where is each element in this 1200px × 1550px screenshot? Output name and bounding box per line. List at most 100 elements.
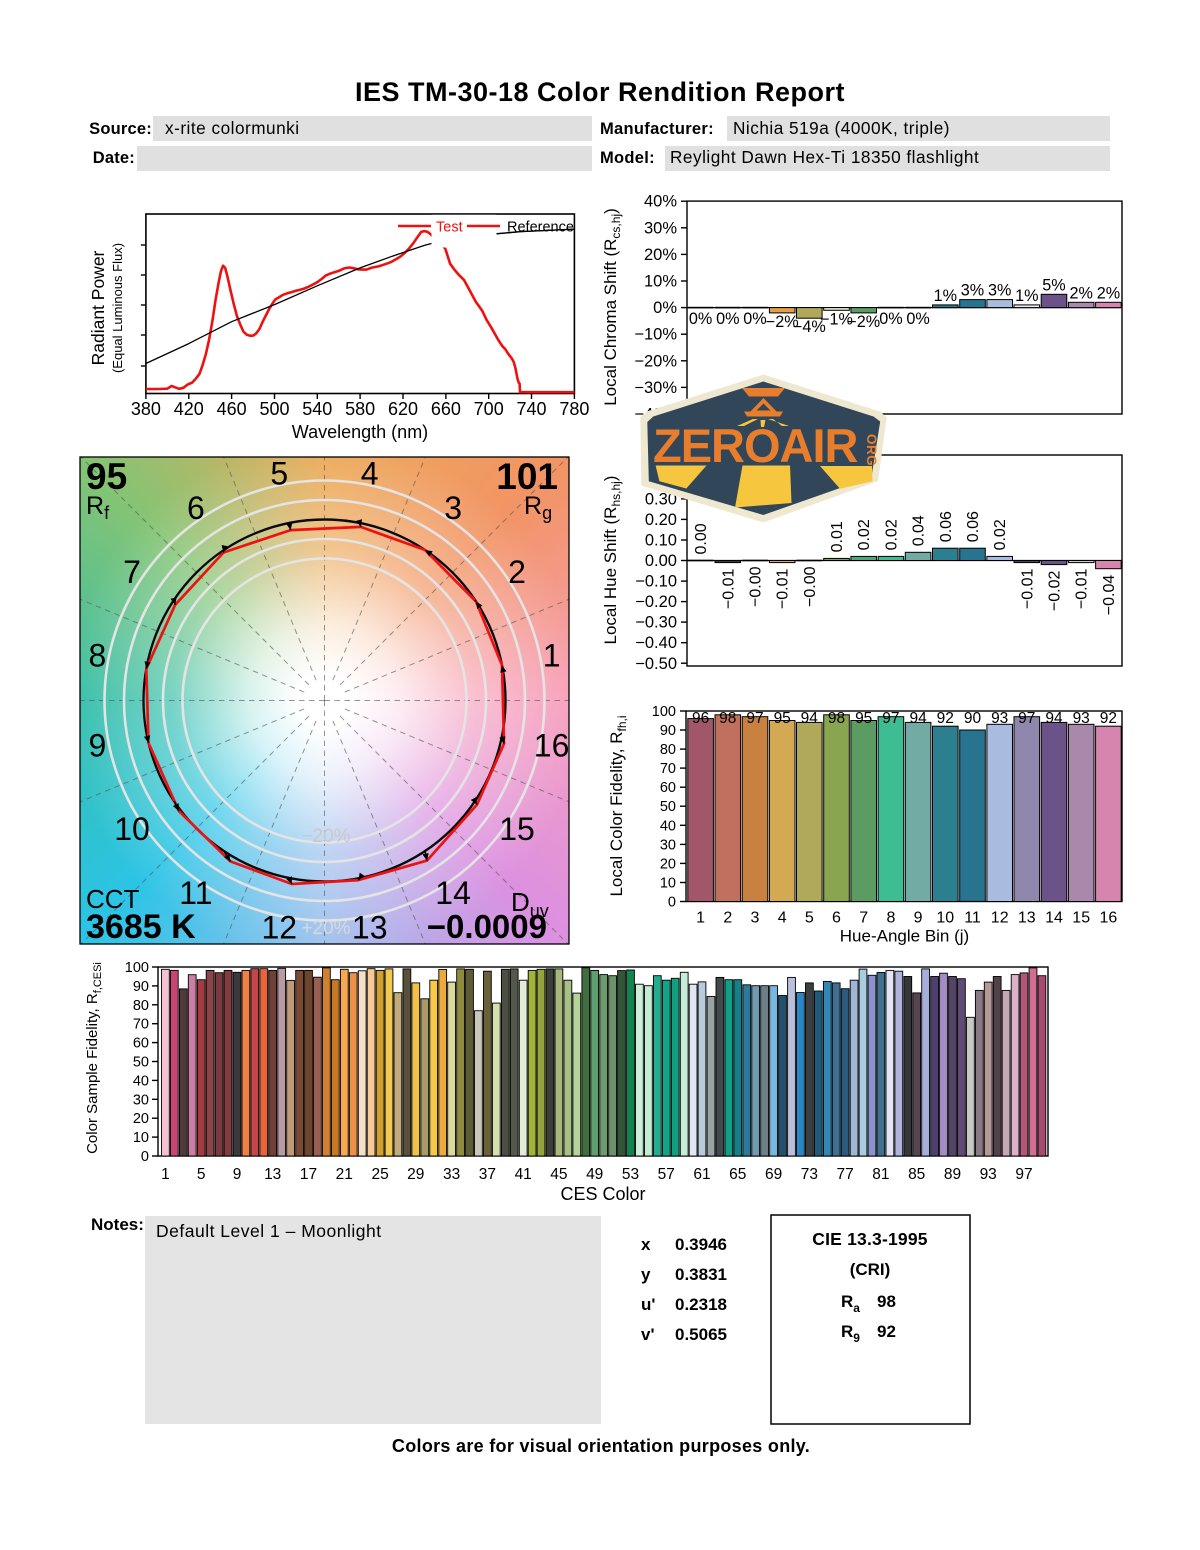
svg-text:540: 540 — [302, 399, 332, 419]
svg-text:Radiant Power: Radiant Power — [88, 250, 108, 365]
svg-text:−0.00: −0.00 — [748, 566, 765, 607]
svg-text:92: 92 — [1100, 710, 1117, 727]
svg-text:9: 9 — [89, 728, 107, 764]
svg-text:93: 93 — [991, 710, 1008, 727]
svg-text:3%: 3% — [961, 282, 984, 300]
svg-text:0.02: 0.02 — [883, 519, 900, 550]
svg-text:30: 30 — [660, 837, 676, 853]
svg-text:20: 20 — [660, 856, 676, 872]
svg-text:0.30: 0.30 — [645, 490, 677, 508]
svg-text:0.00: 0.00 — [645, 552, 677, 570]
svg-text:69: 69 — [765, 1166, 782, 1183]
svg-text:700: 700 — [474, 399, 504, 419]
svg-text:10: 10 — [114, 811, 150, 847]
svg-text:Reference: Reference — [507, 220, 574, 236]
svg-text:9: 9 — [233, 1166, 242, 1183]
svg-text:13: 13 — [264, 1166, 281, 1183]
svg-text:15: 15 — [1072, 910, 1090, 927]
svg-text:Source:: Source: — [89, 120, 152, 138]
svg-text:6: 6 — [187, 490, 205, 526]
svg-text:50: 50 — [660, 799, 676, 815]
svg-text:0%: 0% — [906, 310, 929, 328]
svg-text:93: 93 — [1073, 710, 1090, 727]
svg-text:+20%: +20% — [301, 918, 350, 939]
svg-text:61: 61 — [693, 1166, 710, 1183]
svg-text:20%: 20% — [644, 246, 677, 264]
svg-text:98: 98 — [828, 710, 845, 727]
svg-text:1%: 1% — [934, 287, 957, 305]
svg-text:CCT: CCT — [86, 884, 140, 914]
svg-text:2%: 2% — [1069, 284, 1092, 302]
svg-text:Wavelength (nm): Wavelength (nm) — [292, 422, 428, 442]
svg-text:40: 40 — [133, 1073, 149, 1089]
svg-text:3: 3 — [444, 490, 462, 526]
svg-text:100: 100 — [652, 704, 676, 720]
svg-text:x: x — [641, 1235, 651, 1254]
svg-text:97: 97 — [1018, 710, 1035, 727]
svg-text:97: 97 — [746, 710, 763, 727]
svg-text:53: 53 — [622, 1166, 639, 1183]
svg-text:460: 460 — [217, 399, 247, 419]
svg-text:0.00: 0.00 — [693, 523, 710, 554]
svg-text:89: 89 — [944, 1166, 961, 1183]
svg-text:73: 73 — [801, 1166, 818, 1183]
svg-text:95: 95 — [774, 710, 791, 727]
svg-text:15: 15 — [499, 811, 535, 847]
svg-text:41: 41 — [515, 1166, 532, 1183]
svg-text:45: 45 — [550, 1166, 567, 1183]
svg-text:580: 580 — [345, 399, 375, 419]
svg-text:5: 5 — [197, 1166, 206, 1183]
svg-text:5: 5 — [270, 455, 288, 491]
svg-text:30: 30 — [133, 1092, 149, 1108]
svg-text:0%: 0% — [716, 310, 739, 328]
svg-text:0.5065: 0.5065 — [675, 1325, 727, 1344]
svg-text:29: 29 — [407, 1166, 424, 1183]
svg-text:−0.00: −0.00 — [802, 566, 819, 607]
svg-text:13: 13 — [1018, 910, 1036, 927]
svg-text:80: 80 — [660, 742, 676, 758]
svg-text:0.06: 0.06 — [965, 511, 982, 542]
svg-text:94: 94 — [801, 710, 819, 727]
svg-text:x-rite colormunki: x-rite colormunki — [165, 118, 300, 138]
svg-text:0.04: 0.04 — [911, 515, 928, 546]
svg-text:49: 49 — [586, 1166, 603, 1183]
svg-text:10: 10 — [133, 1130, 149, 1146]
svg-text:−0.40: −0.40 — [635, 634, 677, 652]
svg-text:0.2318: 0.2318 — [675, 1295, 727, 1314]
svg-text:94: 94 — [909, 710, 927, 727]
svg-text:−1%: −1% — [820, 310, 853, 328]
svg-text:0.3831: 0.3831 — [675, 1265, 727, 1284]
svg-text:Manufacturer:: Manufacturer: — [600, 120, 714, 138]
svg-text:−2%: −2% — [766, 313, 799, 331]
svg-text:(CRI): (CRI) — [850, 1260, 891, 1279]
svg-text:0%: 0% — [689, 310, 712, 328]
svg-text:17: 17 — [300, 1166, 317, 1183]
svg-text:85: 85 — [908, 1166, 925, 1183]
svg-text:−0.10: −0.10 — [635, 573, 677, 591]
svg-text:97: 97 — [882, 710, 899, 727]
svg-text:30%: 30% — [644, 219, 677, 237]
svg-text:5: 5 — [805, 910, 814, 927]
svg-text:3%: 3% — [988, 282, 1011, 300]
svg-text:93: 93 — [980, 1166, 997, 1183]
svg-text:10: 10 — [660, 876, 676, 892]
svg-text:0.01: 0.01 — [829, 521, 846, 552]
svg-text:16: 16 — [1100, 910, 1118, 927]
svg-text:3: 3 — [751, 910, 760, 927]
svg-text:0%: 0% — [879, 310, 902, 328]
svg-text:95: 95 — [855, 710, 872, 727]
svg-text:−0.01: −0.01 — [775, 568, 792, 609]
svg-text:−20%: −20% — [301, 826, 350, 847]
svg-text:740: 740 — [516, 399, 546, 419]
svg-text:0%: 0% — [743, 310, 766, 328]
svg-text:2: 2 — [508, 554, 526, 590]
svg-text:y: y — [641, 1265, 651, 1284]
svg-text:CIE 13.3-1995: CIE 13.3-1995 — [812, 1229, 928, 1249]
svg-text:420: 420 — [174, 399, 204, 419]
svg-text:90: 90 — [133, 979, 149, 995]
svg-text:ZEROAIR: ZEROAIR — [655, 421, 860, 474]
svg-text:9: 9 — [914, 910, 923, 927]
svg-text:Color Sample Fidelity, Rf,CESi: Color Sample Fidelity, Rf,CESi — [84, 962, 104, 1154]
svg-text:0.02: 0.02 — [992, 519, 1009, 550]
svg-text:20: 20 — [133, 1111, 149, 1127]
